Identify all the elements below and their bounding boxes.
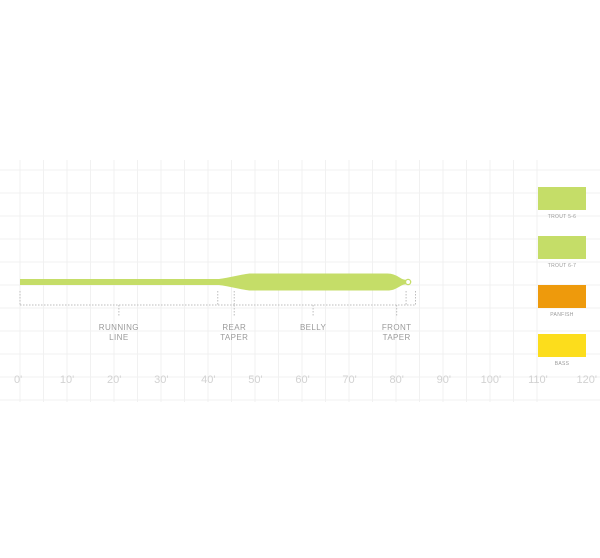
legend-label: BASS bbox=[555, 361, 570, 367]
axis-tick-label: 40' bbox=[201, 374, 215, 386]
axis-tick-label: 20' bbox=[107, 374, 121, 386]
axis-tick-label: 60' bbox=[295, 374, 309, 386]
legend-swatch bbox=[538, 285, 586, 308]
section-label: TAPER bbox=[220, 333, 248, 342]
legend-label: PANFISH bbox=[550, 312, 573, 318]
axis-tick-label: 0' bbox=[14, 374, 22, 386]
axis-tick-label: 30' bbox=[154, 374, 168, 386]
section-label: LINE bbox=[109, 333, 128, 342]
section-label: BELLY bbox=[300, 323, 327, 332]
legend-swatch bbox=[538, 187, 586, 210]
section-label: REAR bbox=[222, 323, 246, 332]
axis-tick-label: 10' bbox=[60, 374, 74, 386]
axis-tick-label: 90' bbox=[437, 374, 451, 386]
section-label: TAPER bbox=[383, 333, 411, 342]
legend-swatch bbox=[538, 334, 586, 357]
section-bracket bbox=[19, 291, 416, 306]
legend-label: TROUT 5-6 bbox=[548, 214, 576, 220]
legend-label: TROUT 6-7 bbox=[548, 263, 576, 269]
axis-tick-label: 70' bbox=[342, 374, 356, 386]
legend-swatch bbox=[538, 236, 586, 259]
fly-line-profile bbox=[20, 273, 412, 291]
section-label: FRONT bbox=[382, 323, 412, 332]
line-weight-legend: TROUT 5-6 TROUT 6-7 PANFISH BASS bbox=[538, 187, 586, 367]
axis-tick-label: 80' bbox=[389, 374, 403, 386]
axis-tick-label: 110' bbox=[528, 374, 548, 386]
length-axis: 0' 10' 20' 30' 40' 50' 60' 70' 80' 90' 100' 110' 120… bbox=[14, 374, 597, 386]
axis-tick-label: 100' bbox=[481, 374, 501, 386]
section-label: RUNNING bbox=[99, 323, 139, 332]
axis-tick-label: 120' bbox=[577, 374, 597, 386]
axis-tick-label: 50' bbox=[248, 374, 262, 386]
line-loop-tip bbox=[404, 278, 412, 286]
fly-line-body bbox=[20, 273, 407, 291]
